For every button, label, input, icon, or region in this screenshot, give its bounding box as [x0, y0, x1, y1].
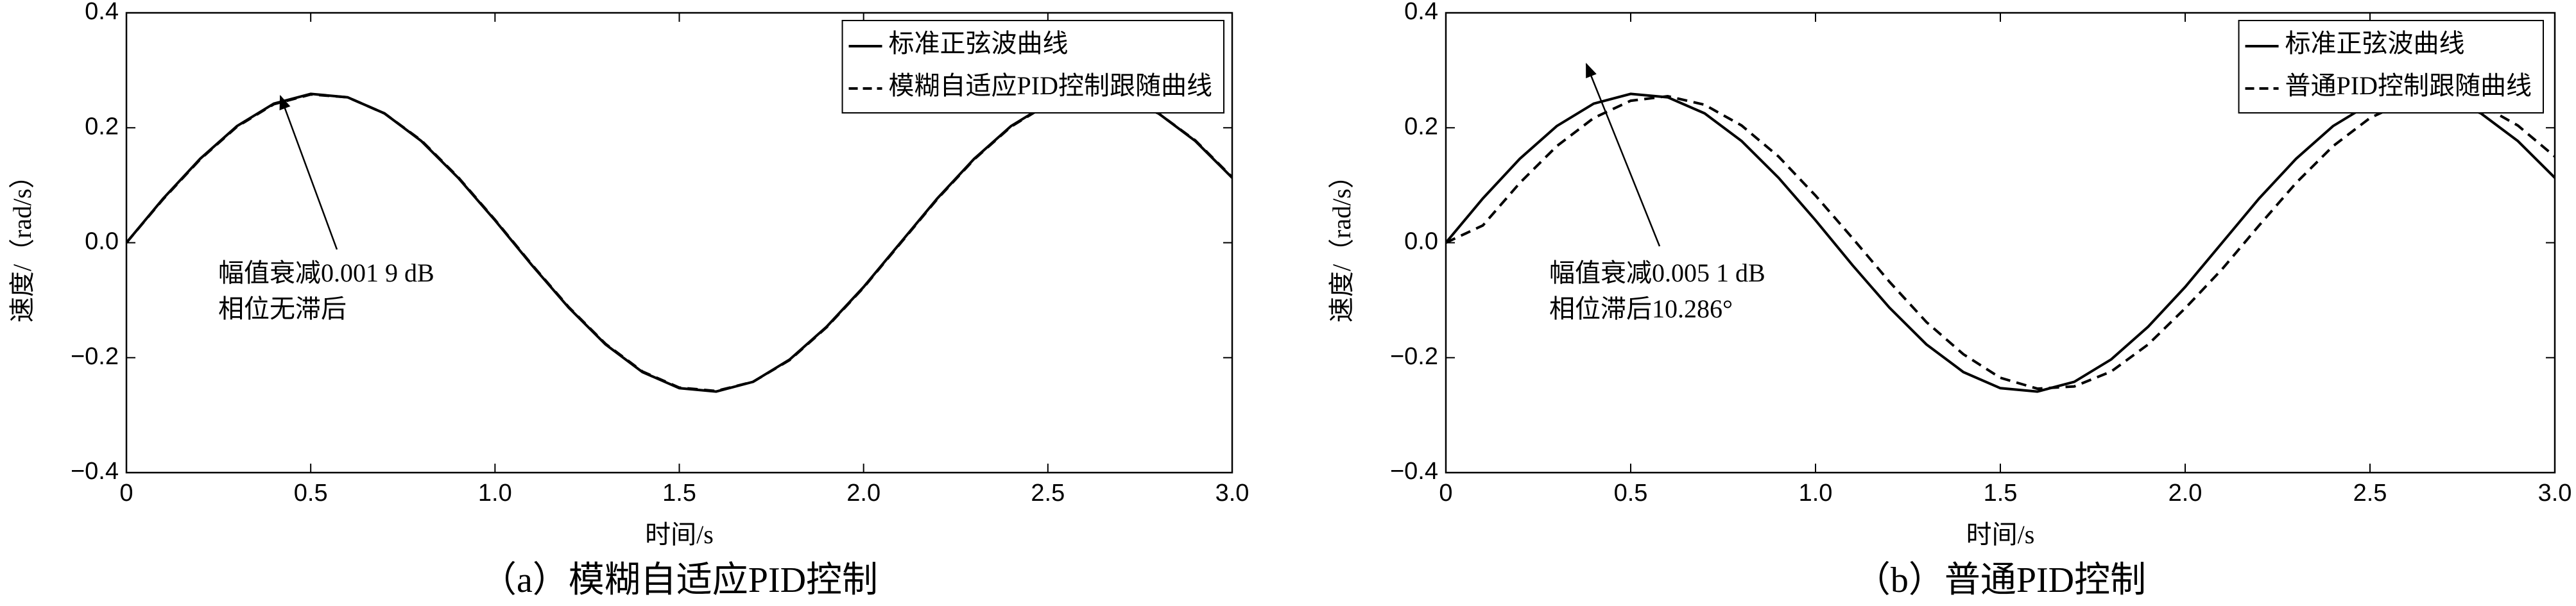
- series-line: [1446, 92, 2555, 393]
- x-tick-label: 2.0: [846, 480, 880, 507]
- y-axis-label: 速度/（rad/s）: [1327, 163, 1356, 323]
- x-tick-label: 0: [119, 480, 133, 507]
- y-tick-label: 0.2: [1404, 113, 1438, 140]
- x-axis-label: 时间/s: [645, 520, 714, 549]
- plot-frame: [125, 12, 1233, 474]
- y-tick-label: 0.0: [85, 228, 119, 255]
- series-line: [1446, 94, 2555, 391]
- legend-box: [2238, 20, 2544, 114]
- y-axis-label: 速度/（rad/s）: [8, 163, 37, 323]
- x-tick-label: 2.5: [2353, 480, 2387, 507]
- x-tick-label: 1.0: [1799, 480, 1833, 507]
- y-tick-label: 0.0: [1404, 228, 1438, 255]
- plot-frame: [1445, 12, 2556, 474]
- y-tick-label: 0.2: [85, 113, 119, 140]
- x-axis-label: 时间/s: [1966, 520, 2035, 549]
- y-tick-label: 0.4: [85, 0, 119, 25]
- caption: （b）普通PID控制: [1855, 560, 2146, 600]
- x-tick-label: 0.5: [1614, 480, 1648, 507]
- annotation-arrow: [1585, 62, 1661, 247]
- x-tick-label: 1.5: [1984, 480, 2018, 507]
- series-line: [126, 92, 1232, 393]
- legend-label: 标准正弦波曲线: [2285, 29, 2465, 58]
- y-tick-label: 0.4: [1404, 0, 1438, 25]
- legend-label: 模糊自适应PID控制跟随曲线: [889, 71, 1212, 100]
- legend-box: [841, 20, 1224, 114]
- annotation-arrow: [279, 94, 338, 250]
- series-line: [126, 93, 1232, 392]
- x-tick-label: 1.0: [478, 480, 512, 507]
- x-tick-label: 0: [1439, 480, 1452, 507]
- annotation: 相位滞后10.286°: [1549, 294, 1733, 323]
- x-tick-label: 2.5: [1031, 480, 1065, 507]
- x-tick-label: 2.0: [2168, 480, 2202, 507]
- x-tick-label: 3.0: [2538, 480, 2572, 507]
- legend-label: 标准正弦波曲线: [889, 29, 1069, 58]
- x-tick-label: 0.5: [294, 480, 328, 507]
- x-tick-label: 3.0: [1215, 480, 1249, 507]
- y-tick-label: −0.4: [71, 458, 119, 485]
- x-tick-label: 1.5: [662, 480, 696, 507]
- plot-area: [126, 92, 1232, 393]
- annotation: 相位无滞后: [218, 294, 347, 323]
- annotation: 幅值衰减0.001 9 dB: [218, 258, 434, 287]
- legend-label: 普通PID控制跟随曲线: [2285, 71, 2532, 100]
- y-tick-label: −0.2: [71, 343, 119, 370]
- y-tick-label: −0.2: [1390, 343, 1438, 370]
- plot-area: [1446, 92, 2555, 393]
- y-tick-label: −0.4: [1390, 458, 1438, 485]
- caption: （a）模糊自适应PID控制: [481, 560, 878, 600]
- annotation: 幅值衰减0.005 1 dB: [1549, 258, 1765, 287]
